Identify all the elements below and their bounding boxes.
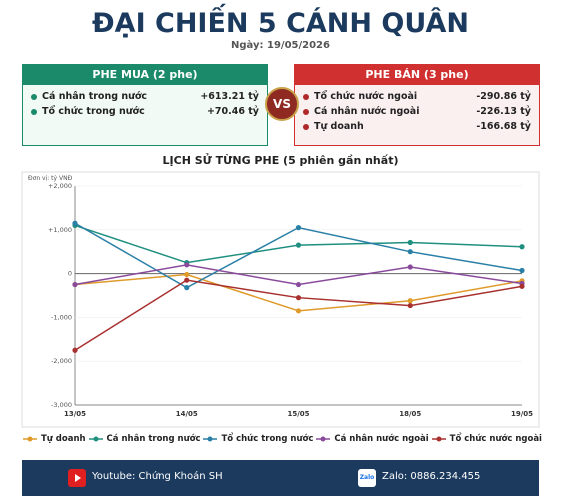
- row: Cá nhân trong nước +613.21 tỷ: [23, 89, 267, 104]
- legend-item: Cá nhân trong nước: [88, 434, 201, 444]
- row: Tổ chức trong nước +70.46 tỷ: [23, 104, 267, 119]
- row-name: Tổ chức trong nước: [31, 104, 145, 119]
- date: Ngày: 19/05/2026: [231, 40, 330, 51]
- value: -290.86 tỷ: [476, 91, 531, 102]
- point: [519, 283, 525, 289]
- point: [407, 298, 413, 304]
- youtube: Youtube: Chứng Khoán SH: [92, 471, 223, 482]
- point: [519, 267, 525, 274]
- legend-label: Cá nhân trong nước: [106, 434, 201, 444]
- vs-badge: VS: [265, 87, 299, 121]
- zalo: Zalo: 0886.234.455: [382, 471, 481, 482]
- bullet: [31, 93, 37, 100]
- chart-frame: [21, 171, 540, 428]
- x-tick-label: 15/05: [287, 410, 309, 418]
- legend-label: Tự doanh: [41, 434, 86, 444]
- chart: Đơn vị: tỷ VNĐ +2,000 +1,000 0 -1,000 -2,000…: [21, 171, 540, 428]
- row: Tự doanh -166.68 tỷ: [295, 119, 539, 134]
- x-tick-label: 14/05: [176, 410, 198, 418]
- buy-box: PHE MUA (2 phe) Cá nhân trong nước +613.2…: [22, 64, 268, 146]
- x-tick-label: 19/05: [511, 410, 533, 418]
- legend-swatch: [431, 436, 446, 442]
- y-tick-label: +1,000: [48, 226, 72, 234]
- youtube-icon: [68, 469, 86, 487]
- legend-swatch: [316, 436, 331, 442]
- point: [295, 295, 302, 301]
- point: [184, 271, 190, 278]
- footer: Youtube: Chứng Khoán SH Zalo Zalo: 0886.…: [22, 460, 539, 496]
- value: -166.68 tỷ: [476, 121, 531, 132]
- point: [295, 225, 302, 231]
- label: Cá nhân trong nước: [42, 91, 148, 102]
- point: [184, 285, 190, 291]
- bullet: [303, 93, 309, 100]
- point: [295, 242, 302, 248]
- y-tick-label: -3,000: [51, 401, 72, 409]
- box-title: PHE BÁN (3 phe): [295, 65, 539, 85]
- value: -226.13 tỷ: [476, 106, 531, 117]
- rows: Cá nhân trong nước +613.21 tỷ Tổ chức tron…: [23, 85, 267, 119]
- label: Tự doanh: [314, 121, 364, 132]
- point: [184, 262, 190, 268]
- title: ĐẠI CHIẾN 5 CÁNH QUÂN: [92, 8, 469, 39]
- point: [72, 281, 78, 288]
- row-name: Tự doanh: [303, 119, 364, 134]
- bullet: [303, 108, 309, 115]
- rows: Tổ chức nước ngoài -290.86 tỷ Cá nhân nước…: [295, 85, 539, 134]
- point: [407, 264, 413, 270]
- x-tick-label: 18/05: [399, 410, 421, 418]
- x-tick-label: 13/05: [64, 410, 86, 418]
- point: [72, 220, 78, 226]
- row-name: Cá nhân trong nước: [31, 89, 147, 104]
- legend-label: Tổ chức nước ngoài: [449, 434, 542, 444]
- row-name: Cá nhân nước ngoài: [303, 104, 419, 119]
- point: [519, 244, 525, 250]
- bullet: [31, 108, 37, 115]
- point: [295, 308, 302, 314]
- bullet: [303, 123, 309, 130]
- legend-item: Tự doanh: [22, 434, 86, 444]
- legend-label: Cá nhân nước ngoài: [334, 434, 429, 444]
- point: [407, 249, 413, 255]
- legend-item: Tổ chức trong nước: [202, 434, 313, 444]
- value: +613.21 tỷ: [200, 91, 259, 102]
- box-title: PHE MUA (2 phe): [23, 65, 267, 85]
- y-tick-label: 0: [68, 270, 72, 278]
- point: [407, 239, 413, 246]
- legend-swatch: [23, 436, 37, 442]
- y-tick-label: +2,000: [48, 182, 72, 190]
- legend-label: Tổ chức trong nước: [221, 434, 314, 444]
- zalo-icon: Zalo: [358, 469, 376, 487]
- row: Tổ chức nước ngoài -290.86 tỷ: [295, 89, 539, 104]
- y-tick-label: -2,000: [51, 357, 72, 365]
- point: [72, 347, 78, 353]
- point: [295, 281, 302, 288]
- unit: Đơn vị: tỷ VNĐ: [28, 175, 73, 182]
- chart-title: LỊCH SỬ TỪNG PHE (5 phiên gần nhất): [162, 154, 399, 167]
- value: +70.46 tỷ: [206, 106, 259, 117]
- legend-swatch: [88, 436, 103, 442]
- legend-swatch: [203, 436, 218, 442]
- point: [184, 277, 190, 283]
- y-tick-label: -1,000: [51, 313, 72, 321]
- point: [407, 302, 413, 309]
- sell-box: PHE BÁN (3 phe) Tổ chức nước ngoài -290.8…: [294, 64, 540, 146]
- legend-item: Cá nhân nước ngoài: [315, 434, 429, 444]
- row: Cá nhân nước ngoài -226.13 tỷ: [295, 104, 539, 119]
- legend-item: Tổ chức nước ngoài: [431, 434, 542, 444]
- label: Cá nhân nước ngoài: [314, 106, 420, 117]
- row-name: Tổ chức nước ngoài: [303, 89, 417, 104]
- label: Tổ chức nước ngoài: [314, 91, 418, 102]
- label: Tổ chức trong nước: [42, 106, 145, 117]
- legend: Tự doanh Cá nhân trong nước Tổ chức trong …: [22, 434, 542, 444]
